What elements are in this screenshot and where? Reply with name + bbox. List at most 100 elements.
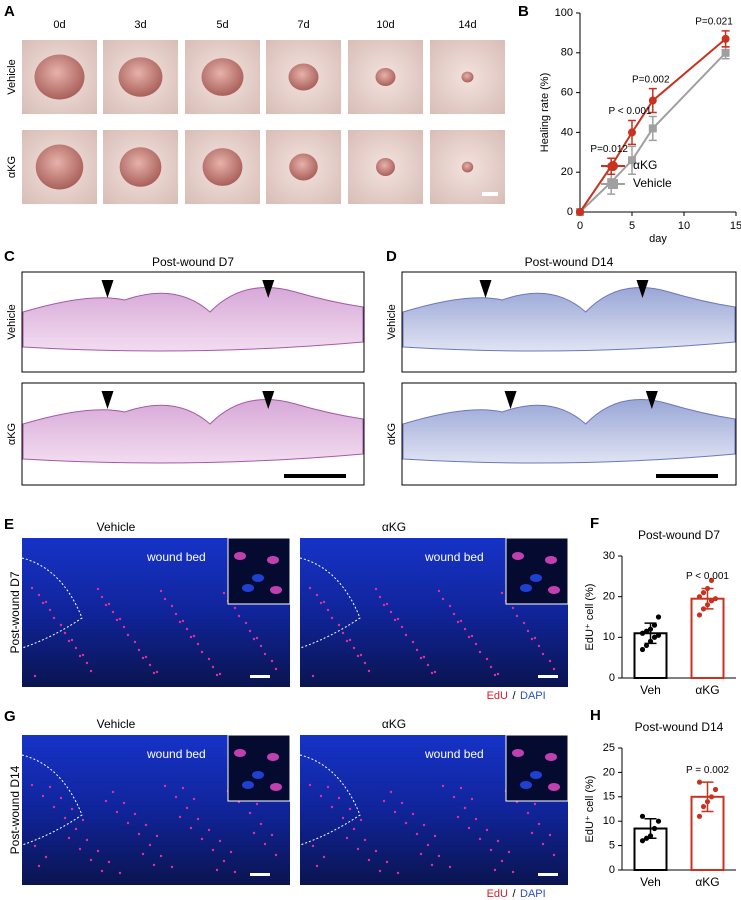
data-point — [639, 838, 646, 844]
data-point — [700, 606, 707, 612]
nucleus-dot — [448, 604, 452, 608]
nucleus-dot — [218, 839, 222, 843]
nucleus-dot — [489, 665, 493, 669]
nucleus-dot — [533, 802, 537, 806]
nucleus-dot — [382, 603, 386, 607]
nucleus-dot — [396, 617, 400, 621]
epidermis-outline — [299, 557, 361, 649]
p-value: P < 0.001 — [686, 571, 729, 582]
nucleus-dot — [89, 669, 93, 673]
nucleus-dot — [415, 648, 419, 652]
column-label: 5d — [216, 19, 228, 31]
nucleus-dot — [207, 657, 211, 661]
nucleus-dot — [389, 610, 393, 614]
nucleus-dot — [319, 794, 323, 798]
nucleus-dot — [533, 636, 537, 640]
nucleus-dot — [33, 844, 37, 848]
inset-nucleus — [548, 783, 560, 791]
nucleus-dot — [359, 818, 363, 822]
nucleus-dot — [85, 661, 89, 665]
data-point — [643, 642, 650, 649]
nucleus-dot — [118, 871, 122, 875]
nucleus-dot — [437, 854, 441, 858]
y-tick-label: 15 — [603, 791, 615, 803]
nucleus-dot — [345, 639, 349, 643]
annotation: wound bed — [146, 550, 206, 564]
arrowhead — [262, 391, 275, 409]
nucleus-dot — [37, 593, 41, 597]
nucleus-dot — [530, 831, 534, 835]
nucleus-dot — [152, 863, 156, 867]
panel-label: B — [518, 3, 529, 20]
data-point — [696, 612, 703, 618]
nucleus-dot — [385, 860, 389, 864]
nucleus-dot — [537, 644, 541, 648]
wound — [376, 158, 395, 176]
nucleus-dot — [137, 832, 141, 836]
nucleus-dot — [352, 646, 356, 650]
point — [628, 128, 636, 137]
row-label: αKG — [6, 423, 18, 445]
epidermis-outline — [21, 557, 83, 649]
tissue — [402, 399, 736, 464]
inset-nucleus — [530, 771, 542, 779]
nucleus-dot — [470, 634, 474, 638]
inset — [505, 537, 569, 605]
y-tick-label: 0 — [567, 206, 573, 218]
nucleus-dot — [233, 870, 237, 874]
nucleus-dot — [489, 848, 493, 852]
arrowhead — [645, 391, 658, 409]
nucleus-dot — [52, 805, 56, 809]
nucleus-dot — [104, 603, 108, 607]
data-point — [704, 585, 711, 592]
nucleus-dot — [81, 653, 85, 657]
nucleus-dot — [192, 797, 196, 801]
nucleus-dot — [215, 673, 219, 677]
inset-nucleus — [512, 749, 524, 757]
nucleus-dot — [152, 671, 156, 675]
nucleus-dot — [341, 816, 345, 820]
nucleus-dot — [59, 623, 63, 627]
nucleus-dot — [89, 858, 93, 862]
panel-title: Post-wound D14 — [525, 255, 614, 269]
nucleus-dot — [155, 670, 159, 674]
y-tick-label: 60 — [561, 87, 573, 99]
point — [648, 124, 657, 133]
nucleus-dot — [337, 796, 341, 800]
wound — [202, 148, 243, 186]
nucleus-dot — [341, 631, 345, 635]
nucleus-dot — [74, 646, 78, 650]
nucleus-dot — [319, 601, 323, 605]
chart-title: Post-wound D7 — [638, 528, 720, 542]
stain-dapi: DAPI — [520, 888, 546, 900]
nucleus-dot — [330, 616, 334, 620]
nucleus-dot — [330, 805, 334, 809]
nucleus-dot — [270, 659, 274, 663]
legend-marker — [608, 161, 618, 171]
nucleus-dot — [400, 801, 404, 805]
x-tick-label: 0 — [577, 220, 583, 232]
legend-marker — [608, 179, 618, 189]
inset-nucleus — [234, 749, 246, 757]
nucleus-dot — [70, 638, 74, 642]
data-point — [655, 614, 662, 620]
nucleus-dot — [522, 621, 526, 625]
nucleus-dot — [363, 661, 367, 665]
nucleus-dot — [326, 785, 330, 789]
nucleus-dot — [78, 654, 82, 658]
inset — [227, 734, 291, 802]
y-axis-label: EdU⁺ cell (%) — [584, 776, 596, 843]
annotation: wound bed — [146, 747, 206, 761]
nucleus-dot — [548, 659, 552, 663]
nucleus-dot — [367, 669, 371, 673]
column-label: 10d — [376, 19, 394, 31]
nucleus-dot — [322, 600, 326, 604]
scale-bar — [482, 192, 498, 196]
wound — [289, 153, 318, 181]
panel-label: H — [590, 707, 601, 724]
nucleus-dot — [389, 790, 393, 794]
nucleus-dot — [159, 854, 163, 858]
y-tick-label: 80 — [561, 47, 573, 59]
x-tick-label: 15 — [730, 220, 741, 232]
data-point — [700, 803, 707, 810]
